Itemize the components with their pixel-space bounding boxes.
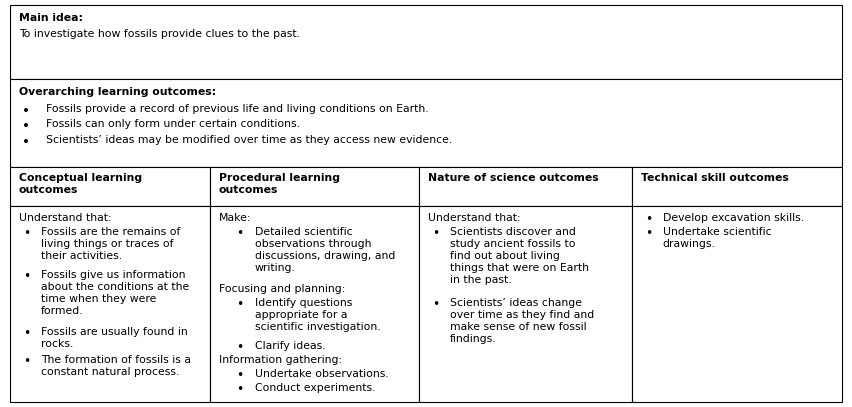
Bar xyxy=(632,206,842,402)
Text: •: • xyxy=(23,227,31,240)
Text: Understand that:: Understand that: xyxy=(19,213,112,223)
Text: Identify questions
appropriate for a
scientific investigation.: Identify questions appropriate for a sci… xyxy=(255,298,380,332)
Text: •: • xyxy=(432,227,440,240)
Text: Fossils are the remains of
living things or traces of
their activities.: Fossils are the remains of living things… xyxy=(41,227,181,261)
Text: •: • xyxy=(22,104,30,118)
Text: Scientists’ ideas may be modified over time as they access new evidence.: Scientists’ ideas may be modified over t… xyxy=(46,135,452,145)
Bar xyxy=(632,167,842,206)
Text: •: • xyxy=(236,298,244,311)
Text: Main idea:: Main idea: xyxy=(19,13,83,23)
Text: Scientists’ ideas change
over time as they find and
make sense of new fossil
fin: Scientists’ ideas change over time as th… xyxy=(450,298,594,344)
Text: •: • xyxy=(236,341,244,354)
Bar xyxy=(10,206,210,402)
Text: Undertake observations.: Undertake observations. xyxy=(255,369,389,379)
Text: Overarching learning outcomes:: Overarching learning outcomes: xyxy=(19,87,216,97)
Bar xyxy=(419,167,632,206)
Bar xyxy=(210,206,419,402)
Text: Conceptual learning
outcomes: Conceptual learning outcomes xyxy=(19,173,142,195)
Text: Procedural learning
outcomes: Procedural learning outcomes xyxy=(219,173,340,195)
Text: Conduct experiments.: Conduct experiments. xyxy=(255,383,375,393)
Text: Technical skill outcomes: Technical skill outcomes xyxy=(641,173,788,183)
Text: Understand that:: Understand that: xyxy=(428,213,521,223)
Text: •: • xyxy=(645,227,653,240)
Text: Information gathering:: Information gathering: xyxy=(219,355,343,365)
Text: •: • xyxy=(236,227,244,240)
Text: Scientists discover and
study ancient fossils to
find out about living
things th: Scientists discover and study ancient fo… xyxy=(450,227,589,285)
Bar xyxy=(10,167,210,206)
Text: •: • xyxy=(236,383,244,396)
Bar xyxy=(10,5,842,79)
Text: Fossils are usually found in
rocks.: Fossils are usually found in rocks. xyxy=(41,327,187,349)
Bar xyxy=(419,206,632,402)
Text: Develop excavation skills.: Develop excavation skills. xyxy=(663,213,804,223)
Text: Make:: Make: xyxy=(219,213,251,223)
Bar xyxy=(210,167,419,206)
Text: •: • xyxy=(23,355,31,368)
Text: Clarify ideas.: Clarify ideas. xyxy=(255,341,325,351)
Text: •: • xyxy=(23,327,31,340)
Bar xyxy=(10,79,842,167)
Text: •: • xyxy=(22,119,30,133)
Text: •: • xyxy=(645,213,653,226)
Text: Fossils can only form under certain conditions.: Fossils can only form under certain cond… xyxy=(46,119,300,129)
Text: Undertake scientific
drawings.: Undertake scientific drawings. xyxy=(663,227,771,249)
Text: Focusing and planning:: Focusing and planning: xyxy=(219,284,345,294)
Text: •: • xyxy=(22,135,30,149)
Text: Detailed scientific
observations through
discussions, drawing, and
writing.: Detailed scientific observations through… xyxy=(255,227,395,273)
Text: •: • xyxy=(236,369,244,382)
Text: Fossils give us information
about the conditions at the
time when they were
form: Fossils give us information about the co… xyxy=(41,270,189,316)
Text: •: • xyxy=(432,298,440,311)
Text: Nature of science outcomes: Nature of science outcomes xyxy=(428,173,598,183)
Text: The formation of fossils is a
constant natural process.: The formation of fossils is a constant n… xyxy=(41,355,191,377)
Text: Fossils provide a record of previous life and living conditions on Earth.: Fossils provide a record of previous lif… xyxy=(46,104,429,114)
Text: To investigate how fossils provide clues to the past.: To investigate how fossils provide clues… xyxy=(19,29,300,39)
Text: •: • xyxy=(23,270,31,283)
